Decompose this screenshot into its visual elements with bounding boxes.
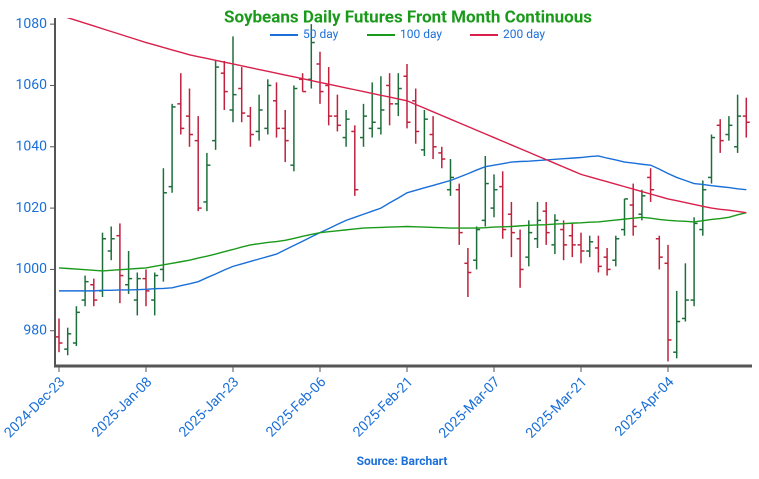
y-tick-label: 1060 [16,77,48,93]
x-tick-label: 2025-Jan-23 [176,374,242,440]
ma-line [59,155,747,292]
legend-label: 100 day [400,27,442,41]
x-tick-label: 2024-Dec-23 [1,374,68,441]
y-tick-label: 1020 [16,200,48,216]
x-tick-label: 2025-Jan-08 [89,374,156,441]
x-tick-label: 2025-Mar-07 [436,374,504,442]
legend-label: 200 day [503,27,545,41]
x-tick-label: 2025-Feb-21 [350,374,416,440]
y-tick-label: 1000 [16,261,48,277]
x-tick-label: 2025-Feb-06 [263,374,329,440]
ma-line [66,18,747,214]
plot-area [55,18,750,362]
x-tick-label: 2025-Mar-21 [523,374,591,442]
chart-title: Soybeans Daily Futures Front Month Conti… [224,7,592,27]
source: Source: Barchart [357,454,448,468]
y-tick-label: 980 [23,322,47,338]
x-tick-label: 2025-Apr-04 [612,374,678,440]
y-tick-label: 1080 [16,16,48,32]
ma-line [58,212,747,272]
legend-label: 50 day [303,27,339,41]
y-tick-label: 1040 [16,138,48,154]
